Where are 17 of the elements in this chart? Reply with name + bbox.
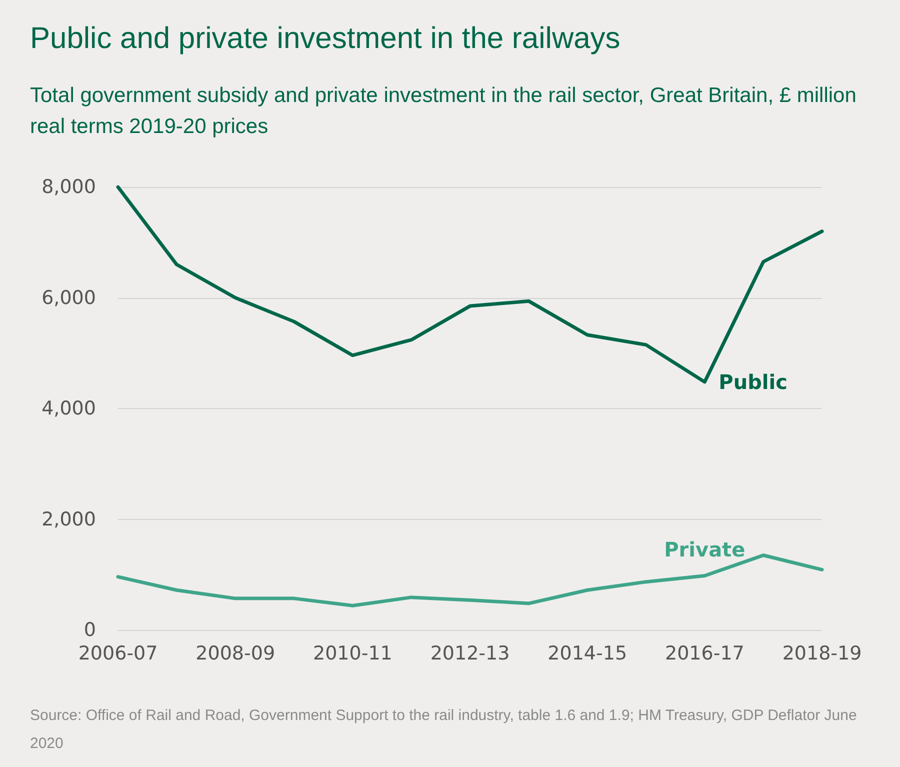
- x-tick-label: 2010-11: [312, 642, 392, 664]
- y-tick-label: 4,000: [42, 398, 96, 420]
- x-tick-label: 2012-13: [430, 642, 510, 664]
- chart-title: Public and private investment in the railways: [30, 22, 620, 56]
- chart-subtitle: Total government subsidy and private investment in the rail sector, Great Britain, £ million real terms 2019-20 prices: [30, 83, 858, 140]
- x-tick-label: 2014-15: [548, 642, 628, 664]
- y-tick-label: 0: [84, 619, 96, 641]
- series-label: Private: [664, 538, 746, 562]
- x-tick-label: 2006-07: [78, 642, 158, 664]
- x-tick-label: 2008-09: [196, 642, 276, 664]
- series-label: Public: [718, 370, 788, 394]
- y-tick-label: 8,000: [42, 176, 96, 198]
- x-tick-label: 2018-19: [782, 642, 862, 664]
- y-tick-label: 2,000: [42, 508, 96, 530]
- source-note: Source: Office of Rail and Road, Government Support to the rail industry, table 1.6 and 1.9; HM Treasury, GDP Deflator June 2020: [30, 706, 858, 754]
- x-tick-label: 2016-17: [664, 642, 744, 664]
- y-tick-label: 6,000: [42, 286, 96, 309]
